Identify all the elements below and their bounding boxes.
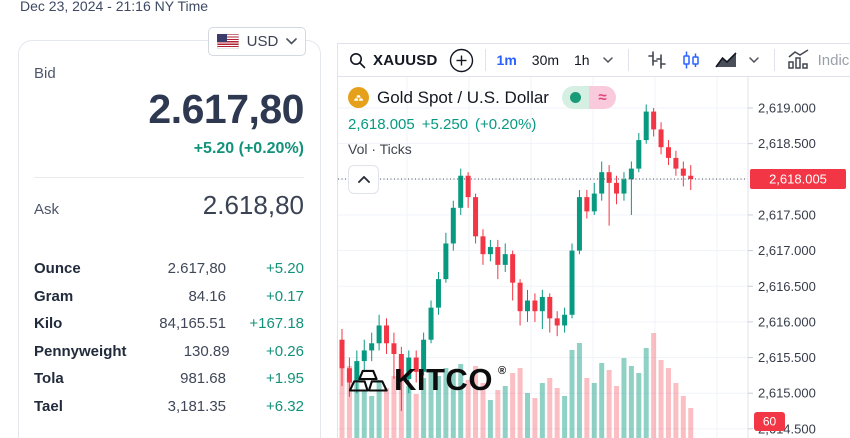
rate-change-value: +1.95 (266, 370, 304, 387)
table-row: Tael 3,181.35 +6.32 (34, 398, 304, 415)
y-axis-tick-label: 2,617.500 (758, 207, 816, 222)
rate-unit-label: Tola (34, 370, 64, 387)
interval-button-30m[interactable]: 30m (531, 52, 560, 68)
last-price-axis-label: 2,618.005 (769, 171, 827, 186)
table-row: Pennyweight 130.89 +0.26 (34, 343, 304, 360)
chart-style-dropdown-button[interactable] (748, 57, 759, 63)
legend-price-row: 2,618.005 +5.250 (+0.20%) (348, 116, 616, 133)
toolbar-divider (484, 49, 486, 71)
volume-axis-badge: 60 (763, 415, 777, 429)
compare-add-button[interactable] (449, 48, 474, 73)
legend-change: +5.250 (421, 116, 469, 133)
volume-series-label[interactable]: Vol · Ticks (348, 141, 412, 157)
toolbar-divider (773, 49, 775, 71)
interval-button-1h[interactable]: 1h (574, 52, 590, 68)
divider (34, 177, 304, 178)
chart-style-area-button[interactable] (714, 49, 739, 71)
intervals-dropdown-button[interactable] (602, 57, 613, 63)
currency-selected-label: USD (246, 33, 279, 50)
rate-unit-label: Pennyweight (34, 342, 127, 360)
chevron-down-icon (602, 57, 613, 63)
y-axis-tick-label: 2,616.500 (758, 279, 816, 294)
market-open-indicator (561, 86, 589, 109)
chart-title[interactable]: Gold Spot / U.S. Dollar (377, 87, 549, 107)
rate-price-value: 3,181.35 (167, 397, 226, 415)
indicators-icon (787, 49, 808, 69)
table-row: Tola 981.68 +1.95 (34, 370, 304, 387)
bid-change: +5.20 (+0.20%) (193, 140, 304, 157)
rate-price-value: 981.68 (180, 370, 226, 387)
bars-chart-icon (647, 51, 666, 69)
us-flag-icon (216, 34, 239, 49)
rate-change-value: +0.17 (266, 287, 304, 305)
chevron-up-icon (357, 176, 370, 183)
ask-row: Ask 2.618,80 (34, 190, 304, 221)
market-status-toggle[interactable]: ≈ (561, 86, 616, 109)
y-axis-tick-label: 2,618.500 (758, 136, 816, 151)
plus-circle-icon (449, 48, 473, 72)
rate-unit-label: Gram (34, 287, 74, 305)
chart-toolbar: XAUUSD 1m 30m 1h (338, 44, 850, 77)
chevron-down-icon (748, 57, 759, 63)
chart-widget: XAUUSD 1m 30m 1h (337, 43, 850, 438)
ask-label: Ask (34, 201, 60, 218)
chart-style-bars-button[interactable] (646, 49, 668, 71)
chart-style-candles-button[interactable] (680, 49, 702, 71)
interval-group: 1m 30m 1h (497, 52, 590, 68)
legend-last-price: 2,618.005 (348, 116, 415, 133)
rate-change-value: +6.32 (266, 397, 304, 415)
symbol-search-button[interactable] (349, 52, 366, 69)
rate-unit-label: Ounce (34, 260, 81, 277)
toolbar-divider (627, 49, 629, 71)
ask-price: 2.618,80 (202, 190, 304, 220)
rate-change-value: +0.26 (266, 342, 304, 360)
search-icon (350, 52, 366, 68)
gold-bars-logo-icon (348, 369, 388, 392)
area-chart-icon (714, 52, 737, 68)
rate-price-value: 84.16 (188, 287, 226, 305)
rate-change-value: +5.20 (266, 260, 304, 277)
candlestick-chart-icon (682, 51, 699, 69)
rate-unit-label: Kilo (34, 315, 63, 332)
indicators-label: Indicators (817, 51, 850, 69)
rate-price-value: 84,165.51 (159, 315, 226, 332)
rates-table: Ounce 2.617,80 +5.20 Gram 84.16 +0.17 Kilo 84,1… (34, 260, 304, 415)
kitco-logo-text: KITCO (394, 362, 493, 397)
table-row: Ounce 2.617,80 +5.20 (34, 260, 304, 277)
legend-change-pct: (+0.20%) (475, 116, 537, 133)
interval-button-1m[interactable]: 1m (496, 52, 517, 68)
chart-body: 2,619.000 2,618.500 2,617.500 2,617.000 2,61… (338, 77, 849, 438)
chevron-down-icon (286, 38, 298, 45)
indicators-button[interactable]: Indicators (786, 49, 850, 71)
gold-icon (348, 87, 369, 108)
registered-mark: ® (497, 365, 507, 377)
rate-change-value: +167.18 (249, 315, 304, 332)
currency-select[interactable]: USD (208, 27, 306, 56)
bid-price: 2.617,80 (148, 86, 304, 132)
green-dot-icon (569, 92, 581, 103)
approx-icon: ≈ (588, 86, 616, 109)
rate-unit-label: Tael (34, 397, 63, 415)
bid-label: Bid (34, 65, 56, 82)
price-chart-svg[interactable]: 2,619.000 2,618.500 2,617.500 2,617.000 2,61… (338, 77, 849, 438)
rate-price-value: 2.617,80 (167, 260, 226, 277)
y-axis-tick-label: 2,617.000 (758, 243, 816, 258)
legend-collapse-button[interactable] (348, 165, 379, 194)
y-axis-tick-label: 2,616.000 (758, 314, 816, 329)
table-row: Gram 84.16 +0.17 (34, 288, 304, 305)
kitco-watermark: KITCO ® (347, 364, 506, 395)
datetime-label: Dec 23, 2024 - 21:16 NY Time (20, 0, 209, 14)
quote-card: Bid 2.617,80 +5.20 (+0.20%) Ask 2.618,80… (18, 40, 321, 438)
rate-price-value: 130.89 (183, 342, 230, 360)
y-axis-tick-label: 2,615.000 (758, 386, 816, 401)
table-row: Kilo 84,165.51 +167.18 (34, 315, 304, 332)
y-axis-tick-label: 2,619.000 (758, 101, 816, 116)
symbol-label[interactable]: XAUUSD (373, 51, 438, 69)
chart-legend: Gold Spot / U.S. Dollar ≈ 2,618.005 +5.2… (348, 86, 616, 194)
y-axis-tick-label: 2,615.500 (758, 350, 816, 365)
